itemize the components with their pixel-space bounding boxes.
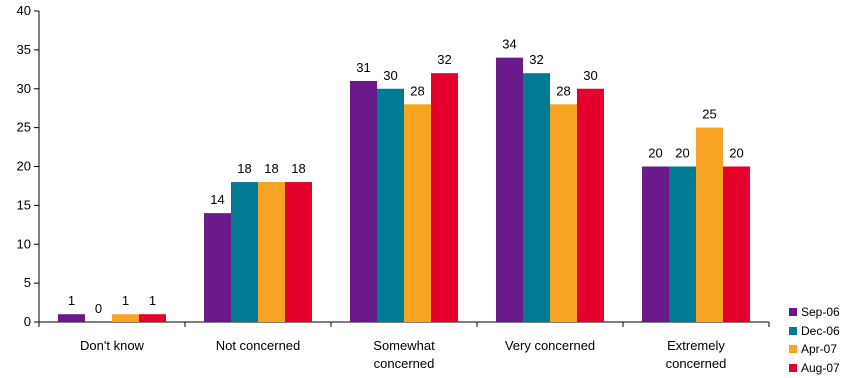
- data-label: 25: [702, 107, 716, 122]
- y-tick-label: 35: [17, 42, 31, 57]
- x-tick-label: Don't know: [80, 338, 145, 353]
- bar: [231, 182, 258, 322]
- x-tick-label: Not concerned: [216, 338, 301, 353]
- y-tick-label: 15: [17, 197, 31, 212]
- data-label: 28: [556, 83, 570, 98]
- bar: [350, 80, 377, 322]
- data-label: 1: [149, 293, 156, 308]
- data-label: 28: [410, 83, 424, 98]
- data-label: 18: [291, 161, 305, 176]
- bar: [669, 166, 696, 322]
- legend-label: Sep-06: [801, 305, 840, 320]
- legend-label: Aug-07: [801, 360, 840, 375]
- bar: [377, 88, 404, 322]
- bar: [112, 314, 139, 322]
- legend: Sep-06 Dec-06 Apr-07 Aug-07: [789, 303, 840, 377]
- legend-label: Dec-06: [801, 323, 840, 338]
- data-label: 1: [68, 293, 75, 308]
- y-axis: 0 5 10 15 20 25 30 35 40: [17, 3, 40, 329]
- data-labels: 1 14 31 34 20 0 18 30 32 20 1 18 28 28 25 1 18 32 30 20: [68, 37, 744, 316]
- legend-swatch: [789, 308, 797, 317]
- data-label: 20: [729, 146, 743, 161]
- bar: [58, 314, 85, 322]
- legend-item-sep-06: Sep-06: [789, 303, 840, 322]
- bars: [58, 57, 750, 323]
- legend-swatch: [789, 345, 797, 354]
- y-tick-label: 0: [24, 314, 31, 329]
- bar: [642, 166, 669, 322]
- legend-item-dec-06: Dec-06: [789, 322, 840, 341]
- y-tick-label: 10: [17, 236, 31, 251]
- data-label: 31: [356, 60, 370, 75]
- y-tick-label: 5: [24, 275, 31, 290]
- bar: [404, 104, 431, 322]
- data-label: 0: [95, 301, 102, 316]
- bar: [550, 104, 577, 322]
- legend-item-apr-07: Apr-07: [789, 340, 840, 359]
- bar: [723, 166, 750, 322]
- bar: [285, 182, 312, 322]
- bar: [496, 57, 523, 323]
- x-tick-label: Somewhat concerned: [373, 338, 435, 371]
- data-label: 34: [502, 37, 516, 52]
- legend-item-aug-07: Aug-07: [789, 359, 840, 378]
- legend-swatch: [789, 363, 797, 372]
- y-tick-label: 20: [17, 159, 31, 174]
- data-label: 18: [264, 161, 278, 176]
- legend-swatch: [789, 326, 797, 335]
- data-label: 30: [583, 68, 597, 83]
- legend-label: Apr-07: [801, 342, 838, 357]
- bar: [431, 73, 458, 322]
- data-label: 14: [210, 192, 224, 207]
- bar: [139, 314, 166, 322]
- data-label: 1: [122, 293, 129, 308]
- x-tick-label: Extremely concerned: [666, 338, 727, 371]
- bar: [577, 88, 604, 322]
- data-label: 30: [383, 68, 397, 83]
- y-tick-label: 40: [17, 3, 31, 18]
- bar: [258, 182, 285, 322]
- data-label: 32: [437, 52, 451, 67]
- data-label: 20: [648, 146, 662, 161]
- bar: [204, 213, 231, 322]
- data-label: 18: [237, 161, 251, 176]
- x-tick-label: Very concerned: [505, 338, 595, 353]
- bar: [696, 127, 723, 322]
- y-tick-label: 25: [17, 120, 31, 135]
- y-tick-label: 30: [17, 81, 31, 96]
- data-label: 20: [675, 146, 689, 161]
- bar: [523, 73, 550, 322]
- x-axis: Don't know Not concerned Somewhat concerned…: [38, 321, 770, 371]
- data-label: 32: [529, 52, 543, 67]
